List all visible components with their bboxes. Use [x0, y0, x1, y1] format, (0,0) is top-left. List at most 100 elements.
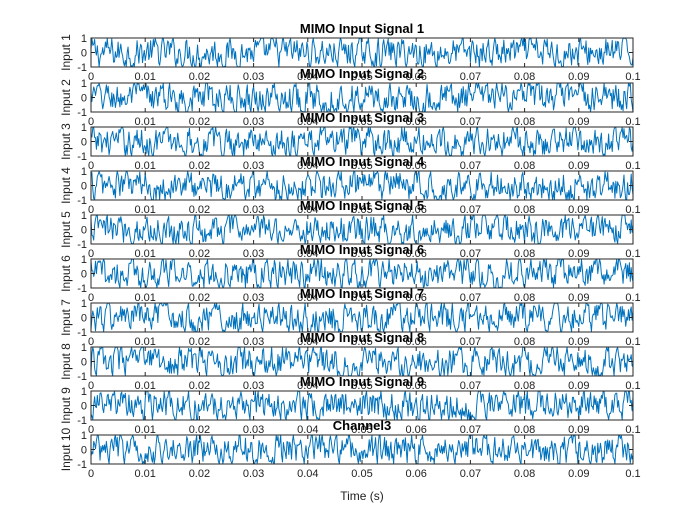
x-tick-label: 0.09	[568, 292, 589, 304]
subplot-title: MIMO Input Signal 6	[300, 242, 424, 257]
y-tick-label: 1	[81, 254, 87, 266]
x-tick-label: 0.05	[351, 71, 372, 83]
y-tick-label: 0	[81, 445, 87, 457]
x-tick-label: 0.08	[514, 380, 535, 392]
x-tick-label: 0.01	[134, 424, 155, 436]
subplot-title: MIMO Input Signal 2	[300, 66, 424, 81]
x-tick-label: 0.07	[460, 380, 481, 392]
x-tick-label: 0.1	[625, 380, 640, 392]
x-tick-label: 0.02	[189, 71, 210, 83]
x-tick-label: 0.01	[134, 160, 155, 172]
x-tick-label: 0.05	[351, 204, 372, 216]
x-tick-label: 0.01	[134, 248, 155, 260]
x-tick-label: 0.02	[189, 292, 210, 304]
x-tick-label: 0.06	[405, 336, 426, 348]
signal-line-1	[90, 37, 634, 68]
x-tick-label: 0.08	[514, 71, 535, 83]
x-tick-label: 0.03	[243, 248, 264, 260]
x-tick-label: 0.04	[297, 116, 318, 128]
y-tick-label: 1	[81, 298, 87, 310]
y-tick-label: 1	[81, 210, 87, 222]
y-tick-label: 0	[81, 269, 87, 281]
x-tick-label: 0.1	[625, 204, 640, 216]
x-tick-label: 0.09	[568, 336, 589, 348]
x-tick-label: 0	[88, 248, 94, 260]
x-tick-label: 0.06	[405, 248, 426, 260]
signal-line-10	[90, 434, 634, 465]
x-tick-label: 0.07	[460, 424, 481, 436]
x-tick-label: 0.05	[351, 116, 372, 128]
x-tick-label: 0.01	[134, 336, 155, 348]
y-tick-label: 0	[81, 137, 87, 149]
x-tick-label: 0.08	[514, 336, 535, 348]
x-tick-label: 0.06	[405, 71, 426, 83]
x-tick-label: 0.06	[405, 468, 426, 480]
y-tick-label: 0	[81, 48, 87, 60]
x-tick-label: 0.01	[134, 71, 155, 83]
signal-line-4	[90, 170, 634, 201]
y-axis-label: Input 4	[59, 167, 73, 204]
x-tick-label: 0	[88, 292, 94, 304]
x-tick-label: 0.08	[514, 424, 535, 436]
x-tick-label: 0.05	[351, 468, 372, 480]
x-tick-label: 0.08	[514, 160, 535, 172]
x-tick-label: 0.06	[405, 204, 426, 216]
y-axis-label: Input 3	[59, 123, 73, 160]
x-tick-label: 0.03	[243, 336, 264, 348]
x-tick-label: 0.1	[625, 468, 640, 480]
y-axis-label: Input 5	[59, 211, 73, 248]
x-tick-label: 0	[88, 424, 94, 436]
x-tick-label: 0	[88, 204, 94, 216]
x-tick-label: 0.02	[189, 424, 210, 436]
x-tick-label: 0.07	[460, 116, 481, 128]
y-tick-label: 0	[81, 313, 87, 325]
x-tick-label: 0	[88, 71, 94, 83]
subplot-title: Channel3	[333, 418, 392, 433]
x-tick-label: 0.09	[568, 248, 589, 260]
x-tick-label: 0.03	[243, 380, 264, 392]
signal-line-3	[90, 126, 634, 157]
x-tick-label: 0.09	[568, 468, 589, 480]
x-tick-label: 0.07	[460, 204, 481, 216]
y-axis-label: Input 9	[59, 387, 73, 424]
x-tick-label: 0.04	[297, 204, 318, 216]
x-tick-label: 0.03	[243, 160, 264, 172]
subplot-title: MIMO Input Signal 7	[300, 286, 424, 301]
y-tick-label: 1	[81, 430, 87, 442]
x-tick-label: 0.06	[405, 116, 426, 128]
y-tick-label: 0	[81, 93, 87, 105]
x-tick-label: 0.05	[351, 380, 372, 392]
x-tick-label: 0.02	[189, 468, 210, 480]
x-tick-label: 0.09	[568, 204, 589, 216]
x-tick-label: 0.01	[134, 468, 155, 480]
y-axis-label: Input 2	[59, 79, 73, 116]
x-tick-label: 0.08	[514, 204, 535, 216]
x-tick-label: 0.1	[625, 248, 640, 260]
x-tick-label: 0.06	[405, 424, 426, 436]
y-tick-label: 1	[81, 342, 87, 354]
y-tick-label: 1	[81, 166, 87, 178]
x-tick-label: 0.1	[625, 424, 640, 436]
x-tick-label: 0.08	[514, 116, 535, 128]
x-tick-label: 0.03	[243, 71, 264, 83]
y-tick-label: -1	[77, 459, 87, 471]
x-tick-label: 0.09	[568, 380, 589, 392]
x-tick-label: 0.05	[351, 336, 372, 348]
signal-line-9	[90, 390, 634, 421]
subplot-title: MIMO Input Signal 9	[300, 374, 424, 389]
x-tick-label: 0.03	[243, 204, 264, 216]
y-tick-label: 0	[81, 357, 87, 369]
x-tick-label: 0.04	[297, 160, 318, 172]
subplot-title: MIMO Input Signal 3	[300, 110, 424, 125]
y-tick-label: 0	[81, 181, 87, 193]
x-axis-label: Time (s)	[340, 489, 384, 503]
y-axis-label: Input 10	[59, 427, 73, 471]
x-tick-label: 0.04	[297, 380, 318, 392]
y-tick-label: 0	[81, 225, 87, 237]
